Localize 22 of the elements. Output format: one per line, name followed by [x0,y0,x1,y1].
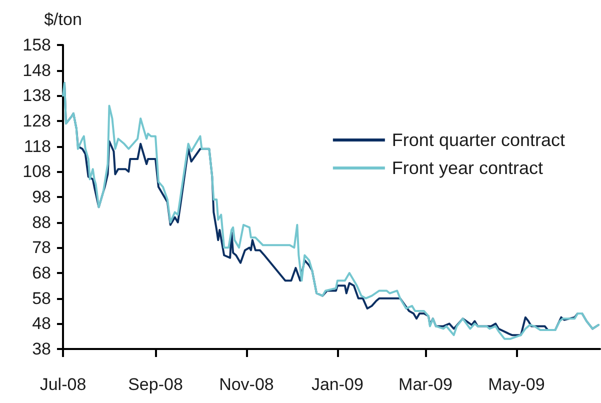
y-tick-label: 78 [32,238,51,258]
y-axis-title: $/ton [44,10,82,29]
legend-label: Front quarter contract [392,130,566,150]
y-tick-label: 48 [32,314,51,334]
y-tick-label: 58 [32,288,51,308]
y-tick-label: 68 [32,264,51,282]
x-tick-label: Jul-08 [40,375,86,394]
y-tick-label: 158 [22,36,51,54]
y-tick-label: 108 [22,162,51,182]
y-tick-label: 98 [32,188,51,206]
x-tick-label: Sep-08 [128,375,183,394]
x-tick-label: May-09 [488,375,545,394]
y-tick-label: 88 [32,212,51,232]
y-tick-label: 118 [24,136,51,156]
x-tick-label: Mar-09 [398,375,452,394]
y-tick-label: 128 [22,112,51,130]
x-tick-label: Nov-08 [219,375,274,394]
y-tick-label: 138 [22,86,51,106]
y-tick-label: 148 [22,60,51,80]
legend-label: Front year contract [392,158,543,178]
x-tick-label: Jan-09 [311,375,364,394]
y-tick-label: 38 [32,340,51,358]
